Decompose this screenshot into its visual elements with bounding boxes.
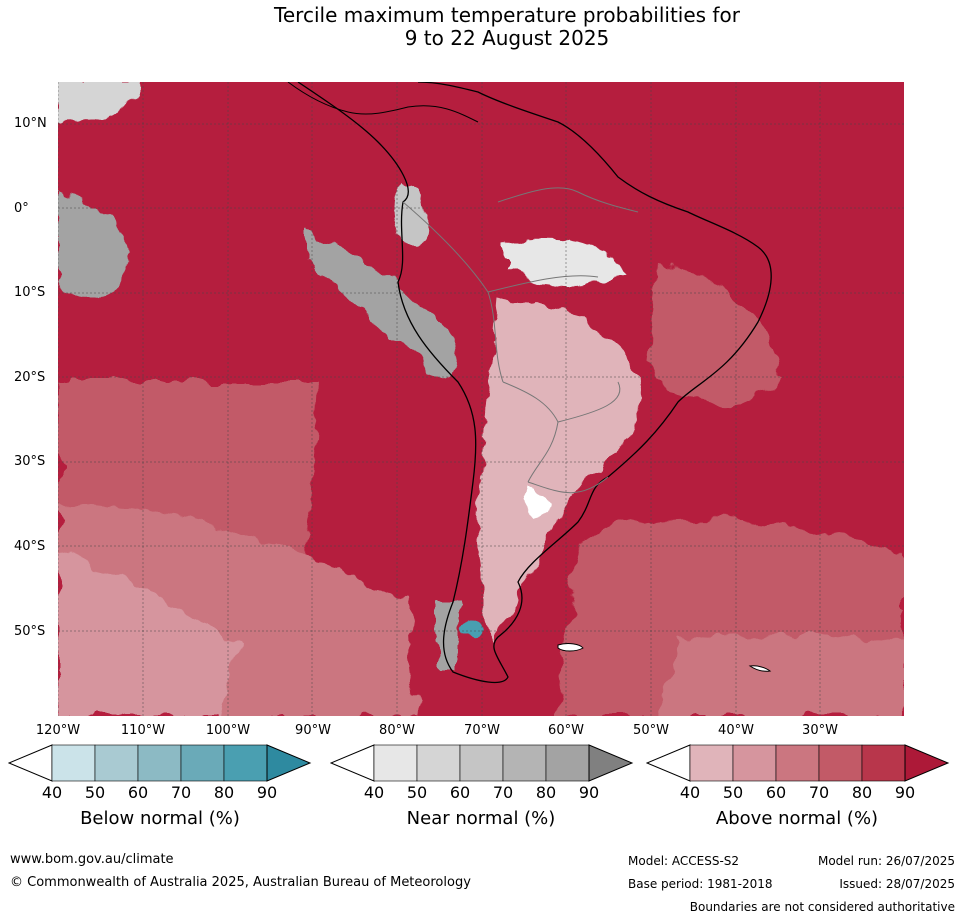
lon-label-50w: 50°W [633, 723, 669, 738]
lon-label-120w: 120°W [35, 723, 81, 738]
cbar-above-tick: 40 [679, 783, 701, 802]
probability-map [58, 82, 904, 716]
issued-text: Issued: 28/07/2025 [839, 877, 955, 891]
cbar-near-seg-5 [545, 744, 590, 782]
cbar-near-title: Near normal (%) [406, 808, 556, 829]
cbar-below-tick: 80 [213, 783, 235, 802]
cbar-above-tick: 80 [851, 783, 873, 802]
title-line-1: Tercile maximum temperature probabilitie… [274, 3, 740, 27]
falklands [557, 643, 584, 652]
cbar-below-tick: 70 [170, 783, 192, 802]
colorbar-above-normal [646, 744, 950, 782]
map-title: Tercile maximum temperature probabilitie… [0, 4, 965, 50]
country-boundaries [402, 187, 639, 494]
cbar-above-seg-3 [775, 744, 820, 782]
colorbar-below-normal [8, 744, 312, 782]
lat-label-30s: 30°S [14, 454, 46, 469]
cbar-below-seg-5 [223, 744, 268, 782]
near-normal-amazon [508, 238, 628, 287]
lat-label-40s: 40°S [14, 539, 46, 554]
caribbean-coastline [287, 82, 479, 123]
south-georgia [748, 665, 772, 672]
cbar-below-seg-3 [137, 744, 182, 782]
below-normal-spot [460, 624, 480, 640]
cbar-above-seg-0 [646, 744, 691, 782]
lon-label-70w: 70°W [464, 723, 500, 738]
colorbar-near-normal [330, 744, 634, 782]
cbar-near-seg-1 [373, 744, 418, 782]
cbar-near-tick: 40 [363, 783, 385, 802]
lon-label-80w: 80°W [379, 723, 415, 738]
cbar-below-tick: 50 [84, 783, 106, 802]
lon-label-60w: 60°W [548, 723, 584, 738]
lon-label-90w: 90°W [295, 723, 331, 738]
cbar-above-seg-1 [689, 744, 734, 782]
cbar-above-tick: 70 [808, 783, 830, 802]
south-america-coastline [297, 82, 772, 684]
lat-label-10s: 10°S [14, 285, 46, 300]
near-normal-ecuador [394, 182, 429, 252]
low-confidence-patch [526, 482, 547, 522]
title-line-2: 9 to 22 August 2025 [404, 26, 610, 50]
cbar-below-title: Below normal (%) [80, 808, 240, 829]
cbar-above-tick: 90 [894, 783, 916, 802]
above-normal-continental-core [478, 300, 640, 642]
lon-label-30w: 30°W [802, 723, 838, 738]
cbar-above-seg-2 [732, 744, 777, 782]
cbar-below-seg-0 [8, 744, 53, 782]
cbar-above-seg-4 [818, 744, 863, 782]
near-normal-equatorial-pacific [58, 192, 130, 298]
cbar-below-tick: 90 [256, 783, 278, 802]
cbar-above-seg-6 [904, 744, 950, 782]
near-normal-patagonia-coast [438, 602, 458, 672]
cbar-near-tick: 60 [449, 783, 471, 802]
cbar-near-seg-3 [459, 744, 504, 782]
cbar-above-tick: 60 [765, 783, 787, 802]
cbar-below-tick: 60 [127, 783, 149, 802]
cbar-above-title: Above normal (%) [715, 808, 879, 829]
lat-label-0: 0° [14, 201, 29, 216]
cbar-near-seg-4 [502, 744, 547, 782]
cbar-near-tick: 90 [578, 783, 600, 802]
lon-label-40w: 40°W [718, 723, 754, 738]
near-normal-northwest [58, 82, 140, 122]
brazil-patch [648, 262, 778, 407]
lon-label-100w: 100°W [205, 723, 251, 738]
cbar-below-seg-2 [94, 744, 139, 782]
cbar-below-seg-1 [51, 744, 96, 782]
cbar-near-tick: 80 [535, 783, 557, 802]
model-run-text: Model run: 26/07/2025 [817, 854, 955, 868]
cbar-above-seg-5 [861, 744, 906, 782]
cbar-below-tick: 40 [41, 783, 63, 802]
lat-label-10n: 10°N [14, 116, 47, 131]
bom-climate-link[interactable]: www.bom.gov.au/climate [10, 852, 174, 867]
disclaimer-text: Boundaries are not considered authoritat… [689, 900, 955, 914]
model-text: Model: ACCESS-S2 [628, 854, 740, 868]
cbar-near-tick: 50 [406, 783, 428, 802]
cbar-above-tick: 50 [722, 783, 744, 802]
cbar-near-seg-2 [416, 744, 461, 782]
graticule [58, 82, 904, 716]
cbar-near-seg-0 [330, 744, 375, 782]
lat-label-20s: 20°S [14, 370, 46, 385]
south-atlantic-lower-patch [658, 633, 904, 716]
cbar-near-seg-6 [588, 744, 634, 782]
cbar-near-tick: 70 [492, 783, 514, 802]
map-canvas [58, 82, 904, 716]
probability-contours [58, 82, 904, 716]
cbar-below-seg-4 [180, 744, 225, 782]
cbar-below-seg-6 [266, 744, 312, 782]
lon-label-110w: 110°W [120, 723, 166, 738]
base-period-text: Base period: 1981-2018 [628, 877, 773, 891]
far-south-patch [58, 552, 238, 716]
lat-label-50s: 50°S [14, 624, 46, 639]
copyright-text: © Commonwealth of Australia 2025, Austra… [10, 875, 471, 890]
